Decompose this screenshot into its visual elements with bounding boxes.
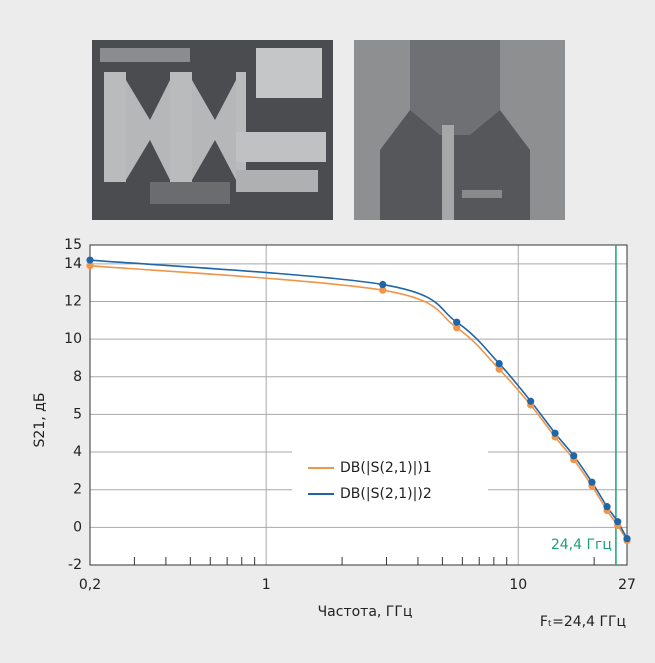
data-point — [614, 518, 621, 525]
y-axis-label: S21, дБ — [32, 393, 48, 448]
y-tick-label: 10 — [64, 331, 82, 347]
data-point — [379, 281, 386, 288]
y-tick-label: 14 — [64, 256, 82, 272]
x-tick-label: 27 — [618, 577, 636, 593]
data-point — [588, 479, 595, 486]
y-tick-label: 15 — [64, 237, 82, 253]
y-tick-label: 8 — [73, 369, 82, 385]
data-point — [453, 319, 460, 326]
data-point — [551, 430, 558, 437]
legend-label: DB(|S(2,1)|)1 — [340, 460, 432, 476]
legend-label: DB(|S(2,1)|)2 — [340, 486, 432, 502]
plot-area — [90, 245, 627, 565]
data-point — [496, 360, 503, 367]
y-tick-label: 0 — [73, 519, 82, 535]
data-point — [527, 398, 534, 405]
x-tick-label: 10 — [509, 577, 527, 593]
data-point — [623, 535, 630, 542]
cutoff-label: 24,4 Ггц — [551, 537, 612, 553]
footnote: Fₜ=24,4 ГГц — [540, 614, 626, 630]
y-tick-label: 12 — [64, 293, 82, 309]
page: S21, дБ Частота, ГГц Fₜ=24,4 ГГц -2 0 2 4 5 8… — [0, 0, 655, 663]
x-tick-label: 1 — [262, 577, 271, 593]
photo-right — [354, 40, 565, 220]
x-axis-label: Частота, ГГц — [318, 604, 413, 620]
x-tick-label: 0,2 — [79, 577, 101, 593]
data-point — [570, 452, 577, 459]
photo-left — [92, 40, 333, 220]
y-tick-label: -2 — [68, 557, 82, 573]
y-tick-label: 5 — [73, 406, 82, 422]
data-point — [86, 256, 93, 263]
y-tick-label: 4 — [73, 444, 82, 460]
y-tick-label: 2 — [73, 482, 82, 498]
data-point — [603, 503, 610, 510]
